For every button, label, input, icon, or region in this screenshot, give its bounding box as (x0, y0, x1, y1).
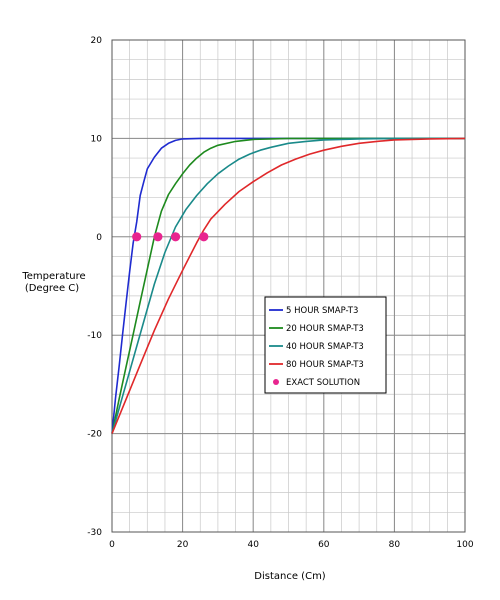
series-lines (111, 137, 466, 434)
legend-label: EXACT SOLUTION (286, 378, 360, 388)
legend-marker (273, 379, 279, 385)
x-tick-label: 80 (389, 540, 401, 550)
x-tick-label: 20 (177, 540, 189, 550)
plot-frame (111, 39, 466, 533)
exact-solution-point (153, 232, 163, 242)
legend-label: 5 HOUR SMAP-T3 (286, 306, 358, 316)
x-tick-label: 60 (318, 540, 330, 550)
legend: 5 HOUR SMAP-T3 20 HOUR SMAP-T3 40 HOUR SMA… (264, 296, 387, 394)
y-tick-label: -10 (87, 331, 102, 341)
x-axis-label: Distance (Cm) (254, 571, 326, 582)
y-tick-label: -20 (87, 430, 102, 440)
y-tick-label: 10 (91, 134, 103, 144)
x-tick-label: 40 (247, 540, 259, 550)
series-line-1 (111, 137, 465, 434)
y-axis-label-line-2: (Degree C) (25, 283, 79, 294)
y-tick-label: 20 (91, 36, 103, 46)
x-tick-label: 100 (456, 540, 473, 550)
y-tick-label: 0 (96, 233, 102, 243)
legend-label: 80 HOUR SMAP-T3 (286, 360, 364, 370)
legend-label: 40 HOUR SMAP-T3 (286, 342, 364, 352)
series-line-2 (111, 137, 465, 434)
series-line-4 (111, 137, 466, 434)
x-tick-label: 0 (109, 540, 115, 550)
exact-solution-point (132, 232, 142, 242)
minor-grid (111, 39, 466, 533)
y-tick-labels: -30 -20 -10 0 10 20 (87, 36, 102, 538)
exact-solution-markers (132, 232, 209, 242)
legend-label: 20 HOUR SMAP-T3 (286, 324, 364, 334)
y-axis-label-line-1: Temperature (21, 271, 85, 282)
series-line-3 (111, 137, 465, 434)
y-tick-label: -30 (87, 528, 102, 538)
x-tick-labels: 0 20 40 60 80 100 (109, 540, 474, 550)
exact-solution-point (199, 232, 209, 242)
legend-box (264, 296, 387, 394)
exact-solution-point (170, 232, 181, 242)
